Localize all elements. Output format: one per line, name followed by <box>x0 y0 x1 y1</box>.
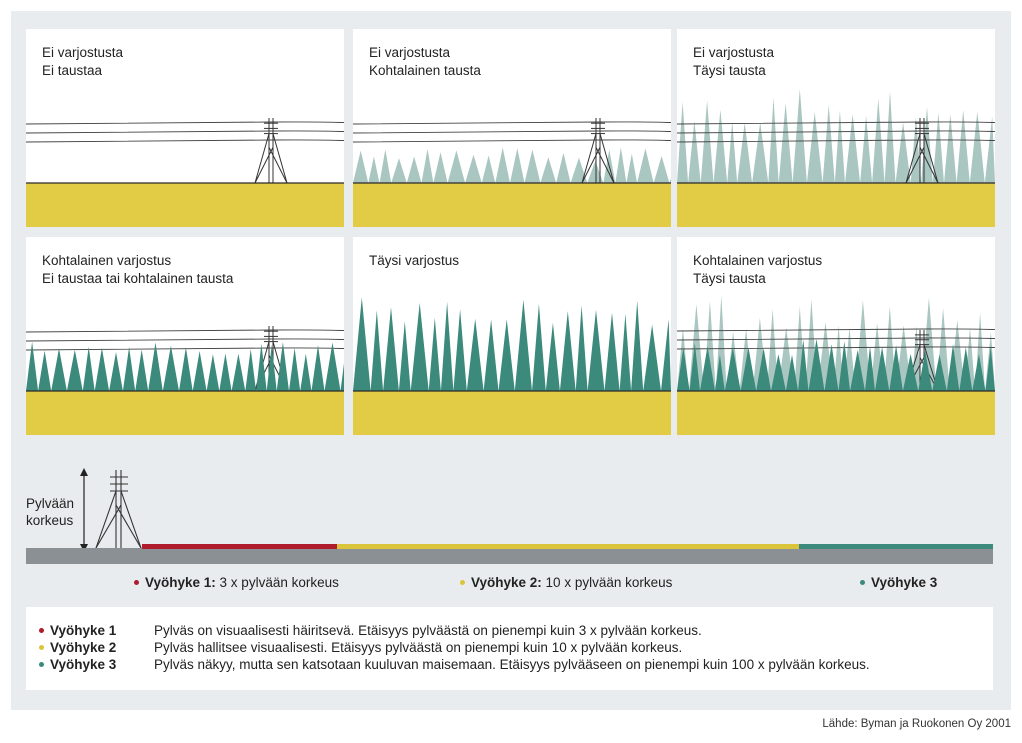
height-label-line: Pylvään <box>26 496 75 511</box>
panel-title: Ei varjostusta <box>369 45 451 60</box>
panel-subtitle: Ei taustaa tai kohtalainen tausta <box>42 271 234 286</box>
panel-subtitle: Kohtalainen tausta <box>369 63 481 78</box>
source-credit: Lähde: Byman ja Ruokonen Oy 2001 <box>822 718 1011 730</box>
foreground-forest <box>677 339 995 391</box>
landscape-illustration <box>353 297 671 435</box>
power-lines <box>353 121 671 143</box>
foreground-forest <box>353 297 671 391</box>
power-lines <box>677 328 995 350</box>
background-forest <box>677 88 995 183</box>
foreground-forest <box>26 341 344 391</box>
panel-label: Kohtalainen varjostus Täysi tausta <box>693 252 822 288</box>
power-pylon-icon <box>254 118 288 184</box>
field-ground <box>353 183 671 227</box>
panel-label: Ei varjostusta Täysi tausta <box>693 44 774 80</box>
zone-1-dot-icon <box>134 579 139 585</box>
definition-zone-name: Vyöhyke 1 <box>50 623 117 638</box>
panel-subtitle: Täysi tausta <box>693 271 766 286</box>
landscape-illustration <box>677 295 995 435</box>
definition-zone-name: Vyöhyke 3 <box>50 657 117 672</box>
definition-zone-name: Vyöhyke 2 <box>50 640 117 655</box>
zone-definitions-box: Vyöhyke 1 Pylväs on visuaalisesti häirits… <box>26 607 993 690</box>
zone-2-bar <box>337 544 799 549</box>
panel-subtitle: Ei taustaa <box>42 63 103 78</box>
panel-title: Täysi varjostus <box>369 253 460 268</box>
zone-name: Vyöhyke 3 <box>871 575 938 590</box>
zone-1-dot-icon <box>39 627 44 633</box>
panel-label: Täysi varjostus <box>369 252 459 270</box>
panel-subtitle: Täysi tausta <box>693 63 766 78</box>
scenario-panel-4: Kohtalainen varjostus Ei taustaa tai koh… <box>26 237 344 435</box>
pylon-height-label: Pylvään korkeus <box>26 495 74 529</box>
zone-name: Vyöhyke 2: <box>471 575 542 590</box>
zone-3-dot-icon <box>860 579 865 585</box>
distance-scale-diagram <box>26 468 993 564</box>
landscape-illustration <box>26 118 344 227</box>
zone-3-bar <box>799 544 993 549</box>
zone-2-dot-icon <box>460 579 465 585</box>
height-label-line: korkeus <box>26 513 74 528</box>
definition-row: Vyöhyke 2 Pylväs hallitsee visuaalisesti.… <box>39 640 682 655</box>
zone-legend-3: Vyöhyke 3 <box>860 575 937 590</box>
scenario-panel-1: Ei varjostusta Ei taustaa <box>26 29 344 227</box>
power-lines <box>677 121 995 143</box>
zone-2-dot-icon <box>39 644 44 650</box>
height-arrow-icon <box>80 468 88 552</box>
scenario-panel-2: Ei varjostusta Kohtalainen tausta <box>353 29 671 227</box>
definition-row: Vyöhyke 1 Pylväs on visuaalisesti häirits… <box>39 623 702 638</box>
field-ground <box>353 391 671 435</box>
zone-legend-2: Vyöhyke 2: 10 x pylvään korkeus <box>460 575 672 590</box>
panel-title: Ei varjostusta <box>693 45 775 60</box>
panel-label: Kohtalainen varjostus Ei taustaa tai koh… <box>42 252 233 288</box>
definition-text: Pylväs hallitsee visuaalisesti. Etäisyys… <box>154 640 683 655</box>
definition-row: Vyöhyke 3 Pylväs näkyy, mutta sen katsota… <box>39 657 870 672</box>
zone-description: 3 x pylvään korkeus <box>215 575 339 590</box>
definition-text: Pylväs näkyy, mutta sen katsotaan kuuluv… <box>154 657 870 672</box>
scenario-panel-3: Ei varjostusta Täysi tausta <box>677 29 995 227</box>
panel-title: Kohtalainen varjostus <box>693 253 823 268</box>
scenario-panel-5: Täysi varjostus <box>353 237 671 435</box>
field-ground <box>26 183 344 227</box>
panel-title: Kohtalainen varjostus <box>42 253 172 268</box>
zone-1-bar <box>142 544 337 549</box>
zone-3-dot-icon <box>39 661 44 667</box>
landscape-illustration <box>353 118 671 227</box>
power-pylon-icon <box>581 118 615 184</box>
field-ground <box>677 391 995 435</box>
landscape-illustration <box>26 326 344 435</box>
panel-title: Ei varjostusta <box>42 45 124 60</box>
power-pylon-icon <box>95 470 142 549</box>
field-ground <box>677 183 995 227</box>
zone-description: 10 x pylvään korkeus <box>541 575 673 590</box>
background-forest <box>353 147 671 183</box>
power-lines <box>26 121 344 143</box>
zone-track <box>26 548 993 564</box>
zone-legend-1: Vyöhyke 1: 3 x pylvään korkeus <box>134 575 339 590</box>
panel-label: Ei varjostusta Ei taustaa <box>42 44 123 80</box>
zone-name: Vyöhyke 1: <box>145 575 216 590</box>
background-forest <box>677 295 995 391</box>
scenario-panel-6: Kohtalainen varjostus Täysi tausta <box>677 237 995 435</box>
landscape-illustration <box>677 88 995 227</box>
power-lines <box>26 329 344 351</box>
field-ground <box>26 391 344 435</box>
definition-text: Pylväs on visuaalisesti häiritsevä. Etäi… <box>154 623 702 638</box>
power-pylon-icon <box>905 118 939 184</box>
panel-label: Ei varjostusta Kohtalainen tausta <box>369 44 481 80</box>
